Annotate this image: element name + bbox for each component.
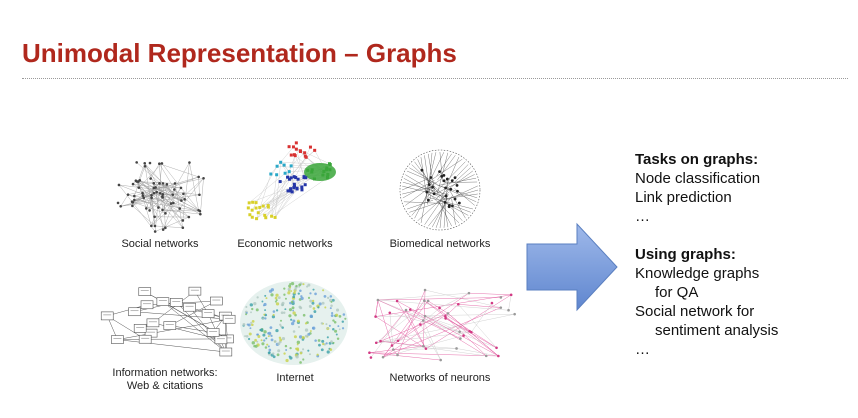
right-arrow-icon <box>525 222 620 317</box>
task-item: Link prediction <box>635 189 732 206</box>
caption-social-networks: Social networks <box>121 238 199 250</box>
tasks-heading: Tasks on graphs: <box>635 151 759 168</box>
caption-networks-of-neurons: Networks of neurons <box>389 372 491 384</box>
graph-uses-text: Tasks on graphs: Node classification Lin… <box>635 150 778 359</box>
caption-information-networks: Information networks: Web & citations <box>100 367 230 393</box>
neuron-network-image <box>355 282 520 367</box>
caption-internet: Internet <box>276 372 314 384</box>
task-item: Node classification <box>635 170 761 187</box>
title-divider <box>22 78 848 79</box>
caption-information-line1: Information networks: <box>112 367 218 379</box>
using-heading: Using graphs: <box>635 246 736 263</box>
slide-title: Unimodal Representation – Graphs <box>22 38 457 68</box>
internet-image <box>238 278 350 368</box>
caption-biomedical-networks: Biomedical networks <box>389 238 491 250</box>
caption-economic-networks: Economic networks <box>237 238 333 250</box>
usage-item: … <box>635 341 650 358</box>
biomedical-network-image <box>390 145 490 235</box>
usage-item: sentiment analysis <box>655 322 779 339</box>
task-item: … <box>635 208 650 225</box>
information-network-image <box>90 280 240 362</box>
usage-item: Social network for <box>635 303 755 320</box>
caption-information-line2: Web & citations <box>126 380 204 392</box>
usage-item: for QA <box>655 284 699 301</box>
economic-network-image <box>232 140 362 235</box>
social-network-image <box>105 145 215 235</box>
usage-item: Knowledge graphs <box>635 265 760 282</box>
